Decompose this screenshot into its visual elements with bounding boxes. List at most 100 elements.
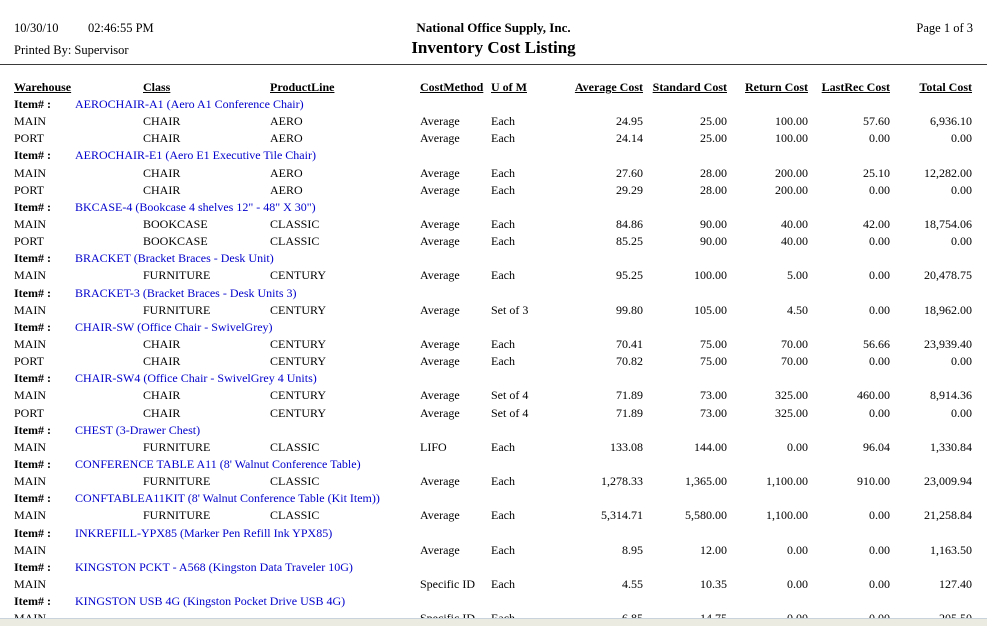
cell-lastrec-cost: 25.10 xyxy=(863,165,890,180)
cell-standard-cost: 144.00 xyxy=(694,439,727,454)
warehouse-cost-row: MAIN FURNITURE CENTURY Average Each 95.2… xyxy=(0,267,987,284)
cell-uofm: Each xyxy=(491,114,515,129)
item-code-link[interactable]: BRACKET-3 (Bracket Braces - Desk Units 3… xyxy=(75,285,297,300)
cell-productline: CLASSIC xyxy=(270,508,320,523)
cell-warehouse: MAIN xyxy=(14,302,46,317)
cell-uofm: Set of 3 xyxy=(491,302,529,317)
item-code-link[interactable]: AEROCHAIR-E1 (Aero E1 Executive Tile Cha… xyxy=(75,148,316,163)
cell-standard-cost: 90.00 xyxy=(700,216,727,231)
cell-return-cost: 100.00 xyxy=(775,131,808,146)
report-rows: Item# : AEROCHAIR-A1 (Aero A1 Conference… xyxy=(0,96,987,626)
cell-costmethod: Specific ID xyxy=(420,576,475,591)
cell-warehouse: MAIN xyxy=(14,542,46,557)
cell-class: CHAIR xyxy=(143,182,181,197)
cell-productline xyxy=(270,542,420,559)
item-code-link[interactable]: BKCASE-4 (Bookcase 4 shelves 12" - 48" X… xyxy=(75,199,316,214)
col-header-warehouse: Warehouse xyxy=(14,80,72,94)
item-code-link[interactable]: KINGSTON PCKT - A568 (Kingston Data Trav… xyxy=(75,559,353,574)
cell-average-cost: 1,278.33 xyxy=(601,474,643,489)
cell-total-cost: 6,936.10 xyxy=(930,114,972,129)
cell-average-cost: 24.95 xyxy=(616,114,643,129)
cell-warehouse: MAIN xyxy=(14,508,46,523)
viewport-bottom-edge xyxy=(0,618,987,626)
cell-warehouse: MAIN xyxy=(14,216,46,231)
cell-average-cost: 84.86 xyxy=(616,216,643,231)
item-code-link[interactable]: CHEST (3-Drawer Chest) xyxy=(75,422,201,437)
cell-warehouse: MAIN xyxy=(14,165,46,180)
cell-average-cost: 5,314.71 xyxy=(601,508,643,523)
item-header-row: Item# : CONFTABLEA11KIT (8' Walnut Confe… xyxy=(0,490,987,507)
cell-total-cost: 20,478.75 xyxy=(924,268,972,283)
cell-uofm: Each xyxy=(491,216,515,231)
item-code-link[interactable]: CONFERENCE TABLE A11 (8' Walnut Conferen… xyxy=(75,456,361,471)
item-number-label: Item# : xyxy=(14,148,51,163)
cell-productline: CENTURY xyxy=(270,336,327,351)
cell-costmethod: Average xyxy=(420,131,460,146)
item-number-label: Item# : xyxy=(14,251,51,266)
cell-class xyxy=(143,542,270,559)
cell-lastrec-cost: 0.00 xyxy=(869,234,890,249)
cell-lastrec-cost: 0.00 xyxy=(869,542,890,557)
cell-return-cost: 0.00 xyxy=(787,576,808,591)
cell-uofm: Each xyxy=(491,474,515,489)
cell-lastrec-cost: 0.00 xyxy=(869,354,890,369)
cell-total-cost: 8,914.36 xyxy=(930,388,972,403)
cell-productline: AERO xyxy=(270,182,303,197)
item-code-link[interactable]: CONFTABLEA11KIT (8' Walnut Conference Ta… xyxy=(75,491,380,506)
cell-productline: CENTURY xyxy=(270,268,327,283)
cell-return-cost: 1,100.00 xyxy=(766,474,808,489)
item-number-label: Item# : xyxy=(14,594,51,609)
cell-class xyxy=(143,576,270,593)
cell-class: BOOKCASE xyxy=(143,216,208,231)
cell-total-cost: 23,009.94 xyxy=(924,474,972,489)
item-code-link[interactable]: BRACKET (Bracket Braces - Desk Unit) xyxy=(75,251,274,266)
warehouse-cost-row: MAIN FURNITURE CLASSIC LIFO Each 133.08 … xyxy=(0,439,987,456)
cell-uofm: Each xyxy=(491,182,515,197)
cell-standard-cost: 28.00 xyxy=(700,182,727,197)
item-code-link[interactable]: KINGSTON USB 4G (Kingston Pocket Drive U… xyxy=(75,594,346,609)
cell-class: CHAIR xyxy=(143,405,181,420)
col-header-costmethod: CostMethod xyxy=(420,80,484,94)
header-divider xyxy=(0,64,987,65)
cell-warehouse: PORT xyxy=(14,354,44,369)
col-header-total-cost: Total Cost xyxy=(919,80,972,94)
cell-total-cost: 0.00 xyxy=(951,405,972,420)
cell-standard-cost: 25.00 xyxy=(700,131,727,146)
warehouse-cost-row: PORT CHAIR AERO Average Each 29.29 28.00… xyxy=(0,182,987,199)
cell-total-cost: 0.00 xyxy=(951,234,972,249)
cell-uofm: Each xyxy=(491,508,515,523)
cell-costmethod: Average xyxy=(420,542,460,557)
item-code-link[interactable]: AEROCHAIR-A1 (Aero A1 Conference Chair) xyxy=(75,97,304,111)
item-number-label: Item# : xyxy=(14,456,51,471)
cell-warehouse: MAIN xyxy=(14,114,46,129)
cell-return-cost: 200.00 xyxy=(775,165,808,180)
cell-total-cost: 0.00 xyxy=(951,182,972,197)
cell-costmethod: Average xyxy=(420,354,460,369)
warehouse-cost-row: MAIN BOOKCASE CLASSIC Average Each 84.86… xyxy=(0,216,987,233)
cell-productline: CLASSIC xyxy=(270,474,320,489)
cell-total-cost: 21,258.84 xyxy=(924,508,972,523)
col-header-productline: ProductLine xyxy=(270,80,335,94)
cell-lastrec-cost: 96.04 xyxy=(863,439,890,454)
report-title: Inventory Cost Listing xyxy=(411,38,576,57)
col-header-return-cost: Return Cost xyxy=(745,80,808,94)
warehouse-cost-row: MAIN FURNITURE CLASSIC Average Each 5,31… xyxy=(0,507,987,524)
cell-costmethod: Average xyxy=(420,336,460,351)
item-number-label: Item# : xyxy=(14,559,51,574)
cell-return-cost: 0.00 xyxy=(787,542,808,557)
cell-uofm: Each xyxy=(491,234,515,249)
cell-lastrec-cost: 0.00 xyxy=(869,268,890,283)
item-code-link[interactable]: CHAIR-SW (Office Chair - SwivelGrey) xyxy=(75,319,273,334)
item-header-row: Item# : BRACKET (Bracket Braces - Desk U… xyxy=(0,250,987,267)
cell-average-cost: 4.55 xyxy=(622,576,643,591)
item-code-link[interactable]: INKREFILL-YPX85 (Marker Pen Refill Ink Y… xyxy=(75,525,333,540)
cell-return-cost: 4.50 xyxy=(787,302,808,317)
cell-costmethod: Average xyxy=(420,474,460,489)
report-date: 10/30/10 xyxy=(14,21,59,35)
item-code-link[interactable]: CHAIR-SW4 (Office Chair - SwivelGrey 4 U… xyxy=(75,371,317,386)
cell-total-cost: 0.00 xyxy=(951,131,972,146)
cell-class: FURNITURE xyxy=(143,474,211,489)
cell-productline: CENTURY xyxy=(270,388,327,403)
report-time: 02:46:55 PM xyxy=(88,21,154,35)
